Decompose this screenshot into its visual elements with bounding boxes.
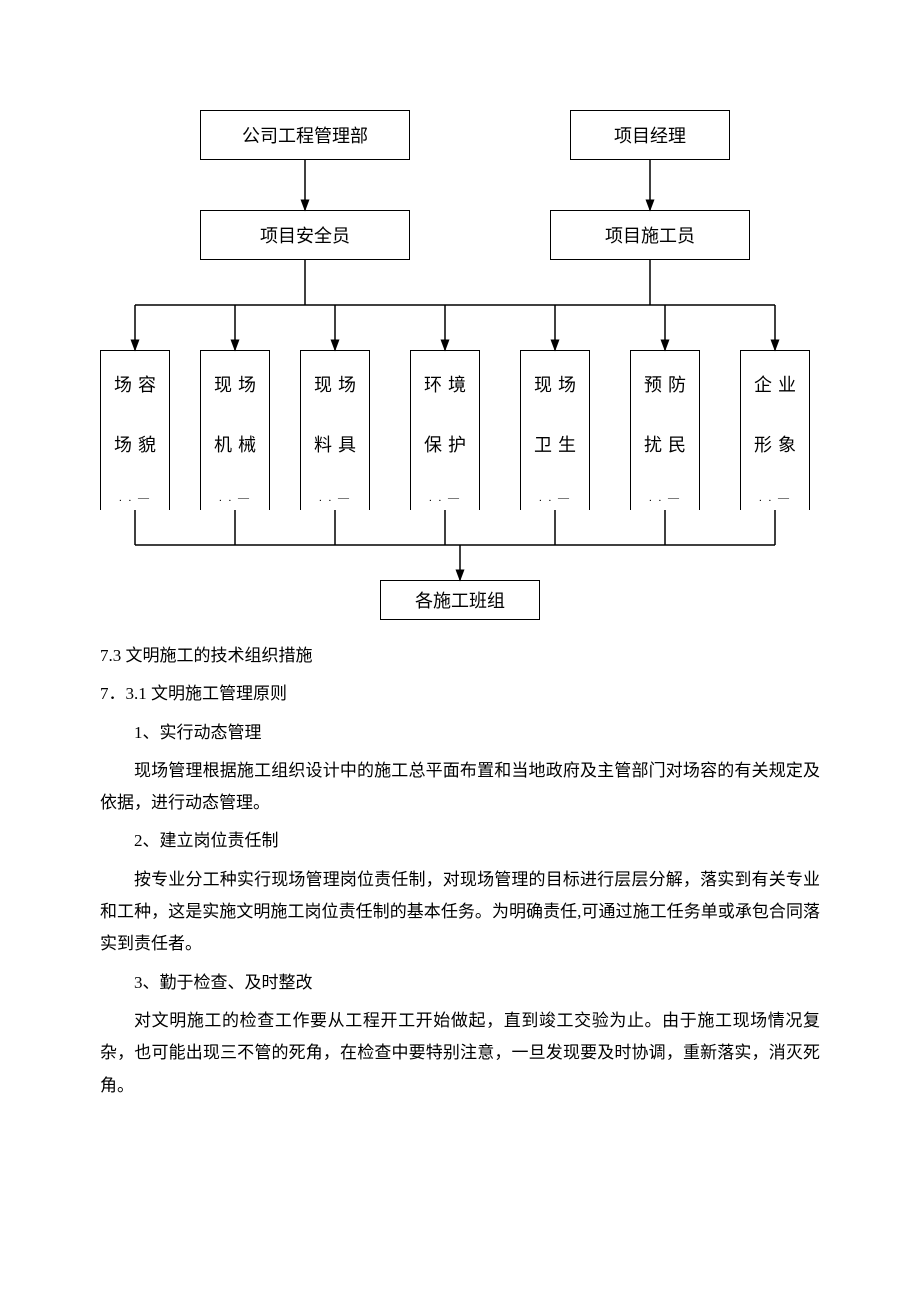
leaf-6: 企业 形象 . . — <box>740 350 810 510</box>
leaf-dots: . . — <box>411 492 479 504</box>
p3-body: 对文明施工的检查工作要从工程开工开始做起，直到竣工交验为止。由于施工现场情况复杂… <box>100 1005 820 1102</box>
leaf-3: 环境 保护 . . — <box>410 350 480 510</box>
p1-title: 1、实行动态管理 <box>100 717 820 749</box>
leaf-2-l1: 现场 <box>301 371 369 397</box>
p2-title: 2、建立岗位责任制 <box>100 825 820 857</box>
leaf-0: 场容 场貌 . . — <box>100 350 170 510</box>
leaf-dots: . . — <box>301 492 369 504</box>
leaf-2: 现场 料具 . . — <box>300 350 370 510</box>
leaf-3-l1: 环境 <box>411 371 479 397</box>
leaf-4-l2: 卫生 <box>521 431 589 457</box>
node-company-eng-dept: 公司工程管理部 <box>200 110 410 160</box>
leaf-6-l1: 企业 <box>741 371 809 397</box>
node-safety-officer: 项目安全员 <box>200 210 410 260</box>
leaf-5-l1: 预防 <box>631 371 699 397</box>
leaf-5: 预防 扰民 . . — <box>630 350 700 510</box>
org-chart: 公司工程管理部 项目经理 项目安全员 项目施工员 场容 场貌 . . — 现场 … <box>100 60 820 620</box>
heading-7-3: 7.3 文明施工的技术组织措施 <box>100 640 820 672</box>
leaf-2-l2: 料具 <box>301 431 369 457</box>
leaf-dots: . . — <box>631 492 699 504</box>
leaf-4: 现场 卫生 . . — <box>520 350 590 510</box>
p2-body: 按专业分工种实行现场管理岗位责任制，对现场管理的目标进行层层分解，落实到有关专业… <box>100 864 820 961</box>
leaf-6-l2: 形象 <box>741 431 809 457</box>
leaf-1-l2: 机械 <box>201 431 269 457</box>
leaf-4-l1: 现场 <box>521 371 589 397</box>
leaf-dots: . . — <box>521 492 589 504</box>
body-text-block: 7.3 文明施工的技术组织措施 7．3.1 文明施工管理原则 1、实行动态管理 … <box>100 640 820 1102</box>
leaf-5-l2: 扰民 <box>631 431 699 457</box>
node-project-manager: 项目经理 <box>570 110 730 160</box>
leaf-1: 现场 机械 . . — <box>200 350 270 510</box>
leaf-dots: . . — <box>741 492 809 504</box>
node-construction-officer: 项目施工员 <box>550 210 750 260</box>
leaf-1-l1: 现场 <box>201 371 269 397</box>
leaf-dots: . . — <box>201 492 269 504</box>
node-construction-teams: 各施工班组 <box>380 580 540 620</box>
p3-title: 3、勤于检查、及时整改 <box>100 967 820 999</box>
p1-body: 现场管理根据施工组织设计中的施工总平面布置和当地政府及主管部门对场容的有关规定及… <box>100 755 820 820</box>
leaf-dots: . . — <box>101 492 169 504</box>
leaf-0-l1: 场容 <box>101 371 169 397</box>
heading-7-3-1: 7．3.1 文明施工管理原则 <box>100 678 820 710</box>
leaf-3-l2: 保护 <box>411 431 479 457</box>
leaf-0-l2: 场貌 <box>101 431 169 457</box>
